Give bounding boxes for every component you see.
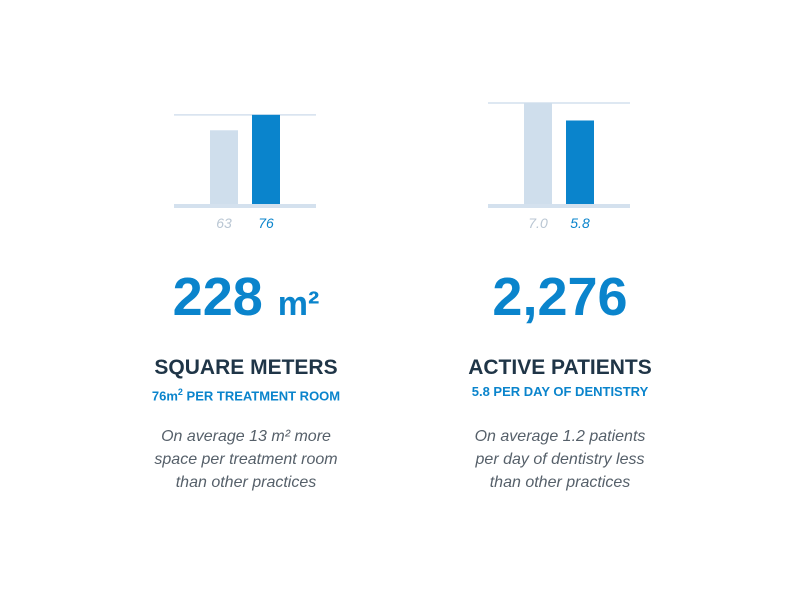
stat-description-line: On average 13 m² more xyxy=(161,428,331,445)
bar-chart-square-meters: 63 76 xyxy=(174,114,316,231)
tick-label: 76 xyxy=(258,215,274,231)
big-number-unit: m² xyxy=(277,285,320,323)
bar xyxy=(210,130,238,205)
bar xyxy=(524,103,552,205)
big-number-value: 2,276 xyxy=(492,267,628,327)
stat-subtitle-superscript: 2 xyxy=(177,387,183,397)
tick-label: 5.8 xyxy=(570,215,590,231)
stat-subtitle-value: 76m xyxy=(151,388,178,404)
stat-title: ACTIVE PATIENTS xyxy=(468,356,652,379)
stat-description: On average 1.2 patients per day of denti… xyxy=(400,425,720,494)
bar xyxy=(252,114,280,205)
stat-subtitle-rest: PER TREATMENT ROOM xyxy=(182,388,341,404)
stat-panel-active-patients: 7.0 5.8 2,276 ACTIVE PATIENTS 5.8 PER DAY… xyxy=(400,0,720,600)
big-number: 228 m² xyxy=(86,262,406,339)
stat-subtitle: 5.8 PER DAY OF DENTISTRY xyxy=(400,383,720,401)
stat-panel-square-meters: 63 76 228 m² SQUARE METERS 76m2 PER TREAT… xyxy=(86,0,406,600)
bar-chart-active-patients: 7.0 5.8 xyxy=(488,102,630,231)
x-axis-baseline xyxy=(488,204,630,208)
stat-description-line: per day of dentistry less xyxy=(475,451,645,468)
stat-description-line: On average 1.2 patients xyxy=(474,428,646,445)
tick-label: 63 xyxy=(216,215,232,231)
big-number: 2,276 xyxy=(400,262,720,332)
x-axis-baseline xyxy=(174,204,316,208)
big-number-value: 228 xyxy=(172,267,263,327)
stat-description-line: space per treatment room xyxy=(154,451,338,468)
stat-title: SQUARE METERS xyxy=(154,356,338,379)
stat-description: On average 13 m² more space per treatmen… xyxy=(86,425,406,494)
tick-label: 7.0 xyxy=(528,215,548,231)
stat-subtitle: 76m2 PER TREATMENT ROOM xyxy=(86,383,406,405)
stat-description-line: than other practices xyxy=(175,474,317,491)
stat-description-line: than other practices xyxy=(489,474,631,491)
stat-subtitle-value: 5.8 PER DAY OF DENTISTRY xyxy=(471,384,649,399)
bar xyxy=(566,120,594,205)
